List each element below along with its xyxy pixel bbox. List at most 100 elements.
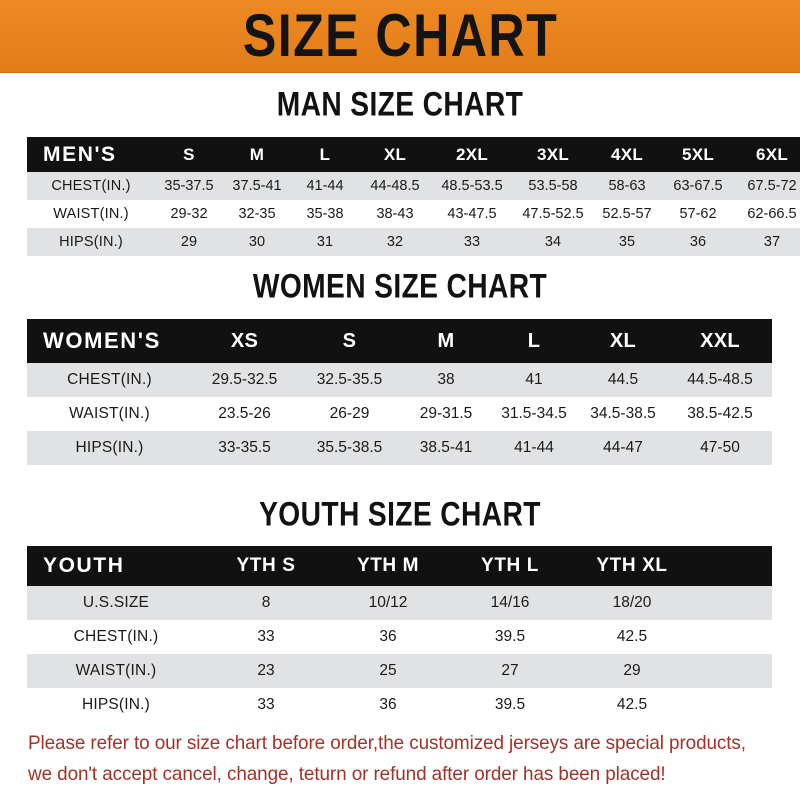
men-size-header-2: L (319, 144, 331, 164)
women-cell-1-2: 29-31.5 (419, 405, 473, 422)
youth-cell-1-0: 33 (257, 628, 275, 645)
table-row: WAIST(IN.) 23 25 27 29 (27, 654, 772, 688)
men-size-header-5: 3XL (536, 144, 570, 164)
men-cell-2-7: 36 (689, 234, 707, 250)
women-size-header-3: L (527, 329, 541, 352)
women-cell-2-1: 35.5-38.5 (316, 439, 383, 456)
youth-row-1-label: CHEST(IN.) (73, 628, 159, 645)
women-row-1-label: WAIST(IN.) (69, 405, 150, 422)
youth-cell-0-filler (693, 586, 772, 620)
table-row: HIPS(IN.) 33-35.5 35.5-38.5 38.5-41 41-4… (27, 431, 772, 465)
women-size-header-2: M (437, 329, 455, 352)
youth-cell-0-0: 8 (261, 594, 271, 611)
youth-cell-0-3: 18/20 (612, 594, 652, 611)
women-size-header-4: XL (609, 329, 637, 352)
youth-cell-1-1: 36 (379, 628, 397, 645)
footer-notice-line-2: we don't accept cancel, change, teturn o… (28, 763, 666, 785)
men-cell-0-1: 37.5-41 (232, 178, 282, 194)
youth-cell-2-1: 25 (379, 662, 397, 679)
men-cell-2-4: 33 (463, 234, 481, 250)
women-cell-1-5: 38.5-42.5 (687, 405, 753, 422)
youth-size-header-0: YTH S (236, 555, 296, 576)
youth-cell-2-0: 23 (257, 662, 275, 679)
youth-cell-1-filler (693, 620, 772, 654)
men-size-header-4: 2XL (455, 144, 489, 164)
men-cell-0-7: 63-67.5 (673, 178, 723, 194)
men-cell-0-6: 58-63 (608, 178, 646, 194)
men-row-1-label: WAIST(IN.) (53, 206, 129, 222)
men-table-header: MEN'S S M L XL 2XL 3XL 4XL 5XL 6XL (27, 137, 800, 172)
women-size-header-1: S (342, 329, 357, 352)
women-size-header-0: XS (230, 329, 259, 352)
men-cell-1-6: 52.5-57 (602, 206, 652, 222)
men-cell-2-6: 35 (618, 234, 636, 250)
table-row: WAIST(IN.) 29-32 32-35 35-38 38-43 43-47… (27, 200, 800, 228)
men-size-header-0: S (183, 144, 195, 164)
men-size-header-7: 5XL (681, 144, 715, 164)
youth-row-3-label: HIPS(IN.) (81, 696, 151, 713)
men-row-label-header: MEN'S (43, 142, 117, 166)
men-cell-2-3: 32 (386, 234, 404, 250)
men-cell-2-5: 34 (544, 234, 562, 250)
youth-cell-2-2: 27 (501, 662, 519, 679)
youth-row-0-label: U.S.SIZE (82, 594, 150, 611)
men-cell-0-2: 41-44 (306, 178, 344, 194)
women-row-0-label: CHEST(IN.) (67, 371, 152, 388)
table-row: HIPS(IN.) 33 36 39.5 42.5 (27, 688, 772, 722)
women-cell-1-0: 23.5-26 (218, 405, 271, 422)
men-cell-1-8: 62-66.5 (747, 206, 797, 222)
men-size-table: MEN'S S M L XL 2XL 3XL 4XL 5XL 6XL CHEST… (27, 137, 800, 256)
men-row-0-label: CHEST(IN.) (51, 178, 131, 194)
men-cell-1-5: 47.5-52.5 (522, 206, 584, 222)
women-cell-1-1: 26-29 (329, 405, 370, 422)
women-table-body: CHEST(IN.) 29.5-32.5 32.5-35.5 38 41 44.… (27, 363, 772, 465)
youth-cell-3-3: 42.5 (616, 696, 648, 713)
youth-cell-2-3: 29 (623, 662, 641, 679)
footer-notice-line-1: Please refer to our size chart before or… (28, 732, 746, 754)
men-cell-0-5: 53.5-58 (528, 178, 578, 194)
youth-cell-0-2: 14/16 (490, 594, 530, 611)
youth-cell-1-3: 42.5 (616, 628, 648, 645)
men-cell-0-4: 48.5-53.5 (441, 178, 503, 194)
table-row: CHEST(IN.) 29.5-32.5 32.5-35.5 38 41 44.… (27, 363, 772, 397)
men-cell-1-4: 43-47.5 (447, 206, 497, 222)
table-row: CHEST(IN.) 35-37.5 37.5-41 41-44 44-48.5… (27, 172, 800, 200)
women-cell-2-5: 47-50 (700, 439, 740, 456)
man-section-title: MAN SIZE CHART (276, 85, 524, 124)
women-cell-2-4: 44-47 (603, 439, 643, 456)
youth-size-header-2: YTH L (481, 555, 539, 576)
table-row: U.S.SIZE 8 10/12 14/16 18/20 (27, 586, 772, 620)
youth-cell-3-2: 39.5 (494, 696, 526, 713)
women-cell-0-4: 44.5 (607, 371, 639, 388)
men-cell-1-7: 57-62 (679, 206, 717, 222)
footer-notice: Please refer to our size chart before or… (28, 728, 754, 790)
women-cell-0-0: 29.5-32.5 (211, 371, 278, 388)
table-row: HIPS(IN.) 29 30 31 32 33 34 35 36 37 (27, 228, 800, 256)
page-banner: SIZE CHART (0, 0, 800, 73)
youth-cell-0-1: 10/12 (368, 594, 408, 611)
youth-cell-1-2: 39.5 (494, 628, 526, 645)
men-size-header-8: 6XL (755, 144, 789, 164)
men-size-header-6: 4XL (610, 144, 644, 164)
youth-cell-2-filler (693, 654, 772, 688)
youth-cell-3-0: 33 (257, 696, 275, 713)
men-cell-0-0: 35-37.5 (164, 178, 214, 194)
men-header-row: MEN'S S M L XL 2XL 3XL 4XL 5XL 6XL (27, 137, 800, 172)
men-cell-2-8: 37 (763, 234, 781, 250)
women-size-table: WOMEN'S XS S M L XL XXL CHEST(IN.) 29.5-… (27, 319, 772, 465)
women-cell-2-3: 41-44 (514, 439, 554, 456)
youth-cell-3-1: 36 (379, 696, 397, 713)
women-cell-2-2: 38.5-41 (419, 439, 473, 456)
women-size-header-5: XXL (700, 329, 740, 352)
women-row-2-label: HIPS(IN.) (75, 439, 144, 456)
women-cell-0-2: 38 (437, 371, 455, 388)
youth-size-header-1: YTH M (356, 555, 420, 576)
banner-title: SIZE CHART (242, 2, 558, 70)
youth-header-row: YOUTH YTH S YTH M YTH L YTH XL (27, 546, 772, 586)
women-cell-1-3: 31.5-34.5 (501, 405, 567, 422)
men-row-2-label: HIPS(IN.) (59, 234, 123, 250)
women-table-header: WOMEN'S XS S M L XL XXL (27, 319, 772, 363)
men-table-body: CHEST(IN.) 35-37.5 37.5-41 41-44 44-48.5… (27, 172, 800, 256)
men-cell-0-3: 44-48.5 (370, 178, 420, 194)
